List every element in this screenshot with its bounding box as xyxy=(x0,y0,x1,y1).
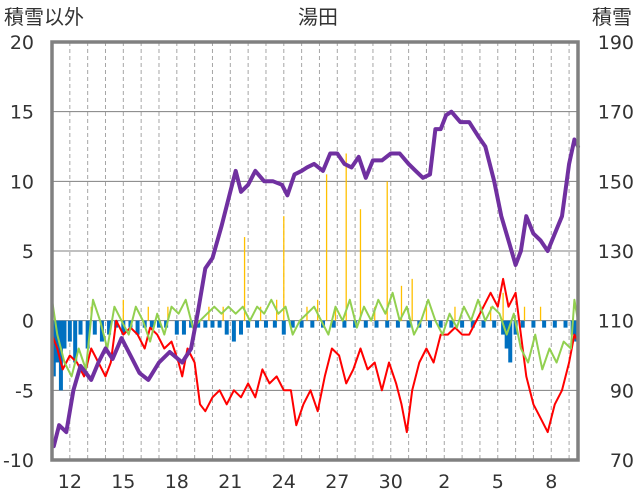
snow-change-bar xyxy=(363,320,368,328)
snow-change-bar xyxy=(217,320,222,328)
snow-change-bar xyxy=(520,320,525,328)
snow-change-bar xyxy=(481,320,486,328)
right-tick-label: 90 xyxy=(610,380,634,402)
snow-change-bar xyxy=(272,320,277,328)
right-axis-title: 積雪 xyxy=(592,5,632,29)
left-tick-label: -5 xyxy=(15,380,34,402)
snow-change-bar xyxy=(203,320,208,328)
snow-change-bar xyxy=(135,320,140,335)
snow-change-bar xyxy=(531,320,536,328)
snow-change-bar xyxy=(246,320,251,328)
grid xyxy=(52,42,578,460)
x-tick-label: 8 xyxy=(545,471,557,493)
snow-change-bar xyxy=(542,320,547,328)
snow-change-bar xyxy=(552,320,557,328)
snow-change-bar xyxy=(342,320,347,328)
x-tick-label: 21 xyxy=(218,471,242,493)
left-tick-label: 0 xyxy=(22,311,34,333)
snow-change-bar xyxy=(449,320,454,328)
snow-change-bar xyxy=(460,320,465,328)
snow-change-bar xyxy=(385,320,390,328)
x-tick-label: 15 xyxy=(111,471,135,493)
snow-change-bar xyxy=(174,320,179,335)
chart-title: 湯田 xyxy=(298,5,338,29)
snow-change-bar xyxy=(331,320,336,328)
snow-change-bar xyxy=(156,320,161,328)
temp-min-line xyxy=(51,291,579,378)
snow-change-bar xyxy=(438,320,443,328)
snow-change-bar xyxy=(67,320,72,342)
snow-change-bar xyxy=(239,320,244,335)
labels: 湯田 積雪以外 積雪 20 15 10 5 0 -5 -10 190 170 150 130 110 9… xyxy=(3,5,634,493)
snow-change-bar xyxy=(374,320,379,328)
snow-change-bar xyxy=(513,320,518,335)
snow-change-bar xyxy=(281,320,286,335)
temp-max-line xyxy=(51,277,579,434)
snow-change-bar xyxy=(492,320,497,328)
left-tick-label: 15 xyxy=(10,102,34,124)
snow-change-bar xyxy=(290,320,295,328)
snow-change-bar xyxy=(92,320,97,335)
snow-change-bar xyxy=(508,320,513,363)
left-axis-title: 積雪以外 xyxy=(4,5,84,29)
snow-change-bar xyxy=(73,320,78,363)
snow-change-bar xyxy=(470,320,475,328)
left-tick-label: 20 xyxy=(10,32,34,54)
snow-change-bar xyxy=(263,320,268,328)
snow-change-bar xyxy=(299,320,304,328)
snow-change-bar xyxy=(563,320,568,328)
x-tick-label: 24 xyxy=(272,471,296,493)
right-tick-label: 150 xyxy=(598,171,634,193)
snow-change-bar xyxy=(224,320,229,335)
snow-change-bar xyxy=(78,320,83,335)
right-tick-label: 170 xyxy=(598,102,634,124)
snow-change-bar xyxy=(51,320,56,377)
snow-change-bar xyxy=(255,320,260,328)
right-tick-label: 130 xyxy=(598,241,634,263)
snow-change-bar xyxy=(196,320,201,328)
x-tick-label: 12 xyxy=(58,471,82,493)
snow-change-bar xyxy=(310,320,315,328)
snow-change-bar xyxy=(62,320,67,349)
snow-change-bar xyxy=(121,320,126,335)
right-tick-label: 110 xyxy=(598,311,634,333)
x-tick-label: 30 xyxy=(379,471,403,493)
snow-change-bar xyxy=(501,320,506,335)
snow-change-bar xyxy=(55,320,60,363)
series-layer xyxy=(51,109,580,449)
snow-change-bar xyxy=(406,320,411,328)
right-tick-label: 70 xyxy=(610,450,634,472)
snow-depth-line xyxy=(51,109,580,449)
x-tick-label: 18 xyxy=(165,471,189,493)
snow-change-bar xyxy=(395,320,400,328)
snow-change-bar xyxy=(428,320,433,328)
left-tick-label: -10 xyxy=(3,450,34,472)
right-tick-label: 190 xyxy=(598,32,634,54)
snow-change-bar xyxy=(107,320,112,335)
snow-change-bar xyxy=(149,320,154,328)
x-tick-label: 5 xyxy=(492,471,504,493)
snow-change-bar xyxy=(574,320,579,342)
x-tick-label: 27 xyxy=(325,471,349,493)
left-tick-label: 10 xyxy=(10,171,34,193)
plot-frame xyxy=(50,40,580,462)
left-tick-label: 5 xyxy=(22,241,34,263)
snow-change-bar xyxy=(231,320,236,342)
snow-change-bar xyxy=(181,320,186,335)
snow-change-bar xyxy=(210,320,215,328)
x-tick-label: 2 xyxy=(438,471,450,493)
snow-change-bar xyxy=(85,320,90,349)
snow-change-bar xyxy=(58,320,63,391)
